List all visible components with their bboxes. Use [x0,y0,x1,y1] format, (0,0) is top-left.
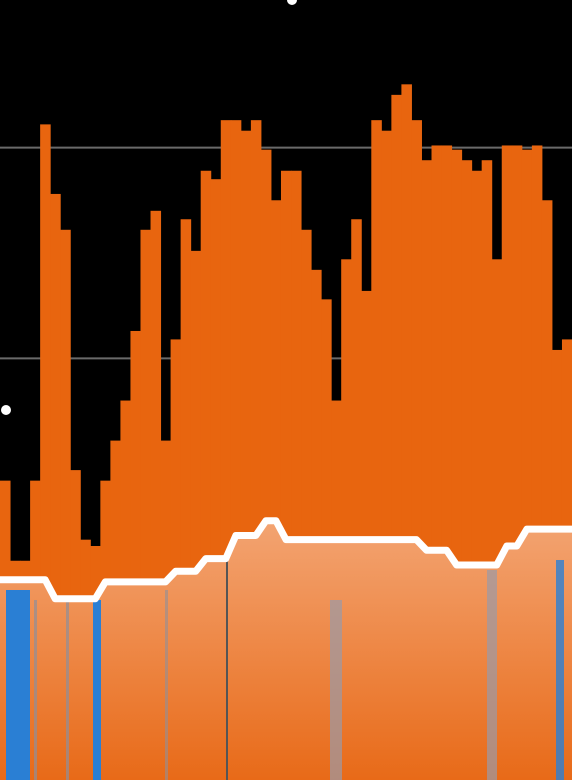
blue-bar [556,560,564,780]
bar [180,219,192,780]
bar [451,149,463,780]
blue-bar [6,590,30,780]
bar [270,200,282,780]
bar [351,219,362,780]
bar [381,130,392,780]
bar [210,179,222,780]
bar [280,170,292,780]
bar [471,170,483,780]
line [0,517,572,603]
stripe [66,600,69,780]
bar [240,130,252,780]
stripe [34,600,37,780]
bar [481,160,493,780]
bar [541,200,553,780]
blue-bar [93,600,101,780]
bar [230,120,242,780]
bar [220,120,232,780]
bar [40,124,51,780]
bar [301,229,312,780]
bar [531,145,543,780]
stripe [330,600,342,780]
bar [291,170,302,780]
bar [170,339,182,780]
bar [250,120,262,780]
bar [341,259,352,780]
bar [311,269,322,780]
bar [190,250,202,780]
bar [521,149,533,780]
area [0,520,572,780]
dot [1,405,11,415]
bar [411,120,422,780]
bar [150,210,162,780]
bar [140,229,152,780]
bar [200,170,212,780]
bar [60,229,71,780]
bar [371,120,382,780]
bar [461,160,473,780]
bar [361,290,372,780]
bar [491,259,503,780]
stripe [487,570,497,780]
bar [50,193,61,780]
bar [260,149,272,780]
bar [391,94,402,780]
bar [511,145,523,780]
bar [431,145,443,780]
bar [401,84,412,780]
stripe [226,560,228,780]
bar [421,160,433,780]
stripe [165,590,168,780]
dot [287,0,297,5]
bar [130,330,141,780]
bar [441,145,453,780]
bar [501,145,513,780]
